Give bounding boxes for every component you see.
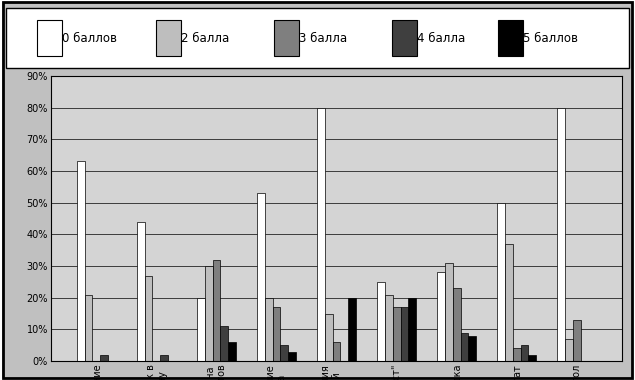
FancyBboxPatch shape [6,8,629,68]
Bar [469,336,476,361]
Bar [437,272,445,361]
Text: 4 балла: 4 балла [417,32,465,44]
Bar [325,314,333,361]
Bar [377,282,385,361]
Bar [558,108,565,361]
Bar [401,307,408,361]
Bar [348,298,356,361]
Bar [445,263,453,361]
Bar [257,193,265,361]
Bar [77,162,84,361]
Bar [385,294,392,361]
Bar [505,244,513,361]
Bar [453,288,460,361]
Bar [272,307,281,361]
FancyBboxPatch shape [37,20,62,56]
FancyBboxPatch shape [498,20,523,56]
Bar [160,355,168,361]
Bar [573,320,580,361]
Text: 3 балла: 3 балла [299,32,347,44]
Bar [145,276,152,361]
Bar [460,332,469,361]
Bar [100,355,108,361]
Bar [392,307,401,361]
Bar [333,342,340,361]
Bar [281,345,288,361]
Bar [408,298,416,361]
Bar [528,355,537,361]
Bar [288,352,296,361]
Text: 5 баллов: 5 баллов [523,32,578,44]
Bar [213,260,220,361]
FancyBboxPatch shape [274,20,299,56]
Bar [317,108,325,361]
Bar [197,298,204,361]
FancyBboxPatch shape [156,20,180,56]
Bar [137,222,145,361]
Bar [220,326,228,361]
Bar [521,345,528,361]
Bar [565,339,573,361]
Bar [228,342,236,361]
Bar [84,294,93,361]
Text: 0 баллов: 0 баллов [62,32,117,44]
Bar [513,348,521,361]
Text: 2 балла: 2 балла [180,32,229,44]
Bar [497,203,505,361]
Bar [265,298,272,361]
Bar [204,266,213,361]
FancyBboxPatch shape [392,20,417,56]
